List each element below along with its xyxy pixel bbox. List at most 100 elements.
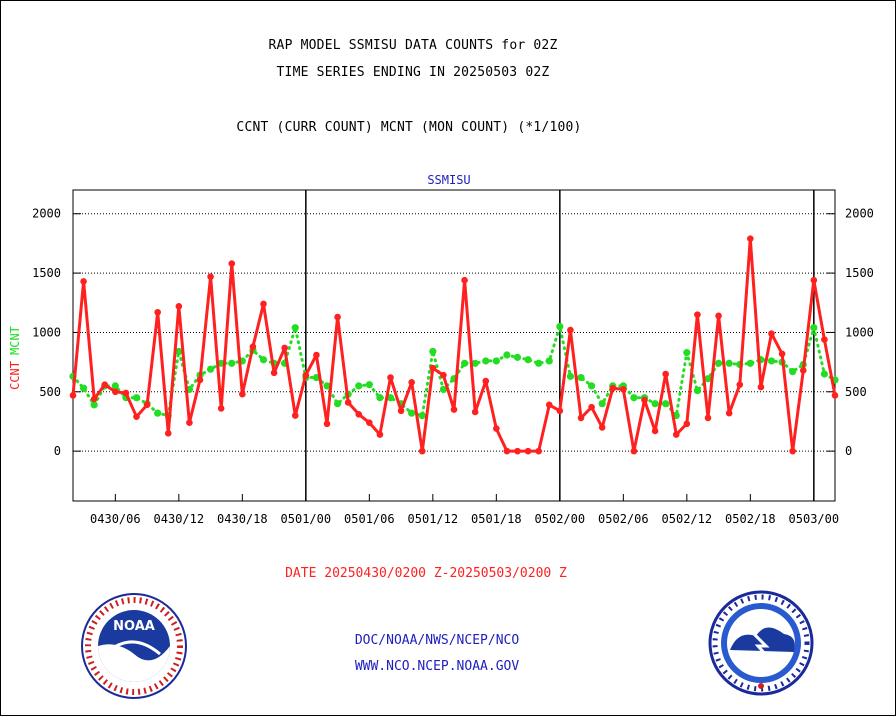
data-point-ccnt: [164, 430, 172, 437]
data-point-mcnt: [789, 368, 797, 376]
data-point-ccnt: [630, 447, 638, 455]
svg-text:CCNTMCNT: CCNT MCNT: [8, 326, 22, 390]
data-point-ccnt: [133, 413, 140, 421]
data-point-mcnt: [376, 394, 384, 402]
data-point-mcnt: [492, 357, 500, 365]
svg-text:NOAA: NOAA: [113, 619, 155, 634]
data-point-mcnt: [566, 372, 575, 380]
x-tick-label: 0501/12: [408, 512, 459, 526]
data-point-ccnt: [249, 343, 257, 350]
data-point-mcnt: [651, 400, 659, 408]
data-point-ccnt: [450, 406, 458, 413]
ylabel-mcnt: MCNT: [8, 326, 22, 355]
data-point-mcnt: [259, 356, 268, 364]
data-point-mcnt: [206, 365, 215, 373]
data-point-ccnt: [376, 431, 384, 438]
data-point-ccnt: [101, 381, 109, 388]
data-point-ccnt: [461, 276, 468, 284]
data-point-ccnt: [535, 447, 542, 455]
data-point-mcnt: [746, 359, 754, 367]
data-point-ccnt: [831, 392, 839, 399]
data-point-ccnt: [313, 351, 320, 359]
x-tick-label: 0430/06: [90, 512, 141, 526]
data-point-mcnt: [154, 409, 162, 417]
data-point-mcnt: [439, 385, 448, 394]
data-point-ccnt: [69, 392, 77, 399]
data-point-ccnt: [355, 411, 363, 418]
data-point-ccnt: [694, 311, 701, 318]
data-point-ccnt: [186, 419, 193, 426]
data-point-ccnt: [641, 396, 648, 404]
x-tick-label: 0430/18: [217, 512, 268, 526]
x-tick-label: 0502/06: [598, 512, 649, 526]
data-point-mcnt: [704, 375, 712, 383]
data-point-mcnt: [228, 359, 236, 367]
data-point-mcnt: [471, 359, 479, 367]
x-tick-label: 0501/00: [281, 512, 332, 526]
data-point-ccnt: [778, 350, 786, 358]
y-tick-label-right: 2000: [845, 207, 874, 221]
y-tick-label-left: 500: [39, 385, 61, 399]
x-tick-label: 0501/18: [471, 512, 522, 526]
data-point-mcnt: [418, 411, 426, 420]
data-point-ccnt: [609, 384, 617, 392]
data-point-ccnt: [260, 300, 267, 308]
data-point-ccnt: [175, 303, 183, 310]
x-tick-label: 0503/00: [789, 512, 840, 526]
chart-subtitle: TIME SERIES ENDING IN 20250503 02Z: [276, 65, 550, 80]
x-tick-label: 0501/06: [344, 512, 395, 526]
data-point-ccnt: [715, 312, 722, 320]
data-point-mcnt: [810, 324, 818, 332]
data-point-ccnt: [545, 401, 553, 409]
data-point-ccnt: [556, 407, 564, 415]
data-point-mcnt: [598, 400, 606, 408]
chart-title: RAP MODEL SSMISU DATA COUNTS for 02Z: [268, 38, 558, 53]
data-point-ccnt: [270, 369, 278, 377]
data-point-ccnt: [207, 273, 214, 280]
data-point-mcnt: [323, 382, 331, 390]
data-point-mcnt: [767, 357, 776, 365]
footer-url[interactable]: WWW.NCO.NCEP.NOAA.GOV: [354, 659, 520, 674]
data-point-ccnt: [683, 420, 691, 428]
data-point-ccnt: [747, 235, 754, 242]
data-point-ccnt: [524, 447, 532, 455]
y-tick-label-left: 1000: [32, 325, 61, 339]
data-point-mcnt: [132, 394, 141, 402]
data-point-mcnt: [577, 373, 585, 382]
data-point-ccnt: [736, 381, 744, 388]
data-point-mcnt: [386, 394, 395, 402]
noaa-logo: NOAA: [81, 593, 187, 699]
data-point-mcnt: [662, 400, 670, 408]
data-point-mcnt: [365, 381, 373, 389]
data-point-ccnt: [810, 276, 818, 284]
data-point-ccnt: [471, 408, 479, 416]
data-point-mcnt: [714, 359, 723, 367]
data-point-ccnt: [704, 414, 712, 422]
y-tick-label-right: 1500: [845, 266, 874, 280]
data-point-ccnt: [239, 390, 246, 398]
data-point-mcnt: [460, 359, 469, 367]
data-point-ccnt: [567, 326, 574, 334]
data-point-ccnt: [408, 378, 415, 386]
data-point-ccnt: [196, 376, 204, 384]
date-range-label: DATE 20250430/0200 Z-20250503/0200 Z: [285, 566, 567, 581]
data-point-ccnt: [577, 414, 585, 422]
footer-org: DOC/NOAA/NWS/NCEP/NCO: [354, 633, 520, 648]
data-point-ccnt: [514, 447, 521, 455]
data-point-ccnt: [366, 419, 373, 426]
data-point-ccnt: [418, 447, 426, 455]
data-point-mcnt: [503, 351, 511, 359]
data-point-mcnt: [90, 401, 98, 409]
data-point-mcnt: [79, 384, 88, 392]
data-point-mcnt: [175, 347, 183, 356]
panel-title: SSMISU: [427, 173, 470, 187]
data-point-ccnt: [228, 260, 236, 267]
ylabel-ccnt: CCNT: [8, 361, 22, 390]
data-point-mcnt: [482, 357, 490, 365]
data-point-mcnt: [291, 324, 299, 332]
data-point-ccnt: [90, 395, 98, 403]
data-point-ccnt: [725, 409, 733, 417]
data-point-ccnt: [302, 371, 310, 379]
data-point-mcnt: [513, 353, 522, 361]
data-point-ccnt: [334, 313, 341, 321]
